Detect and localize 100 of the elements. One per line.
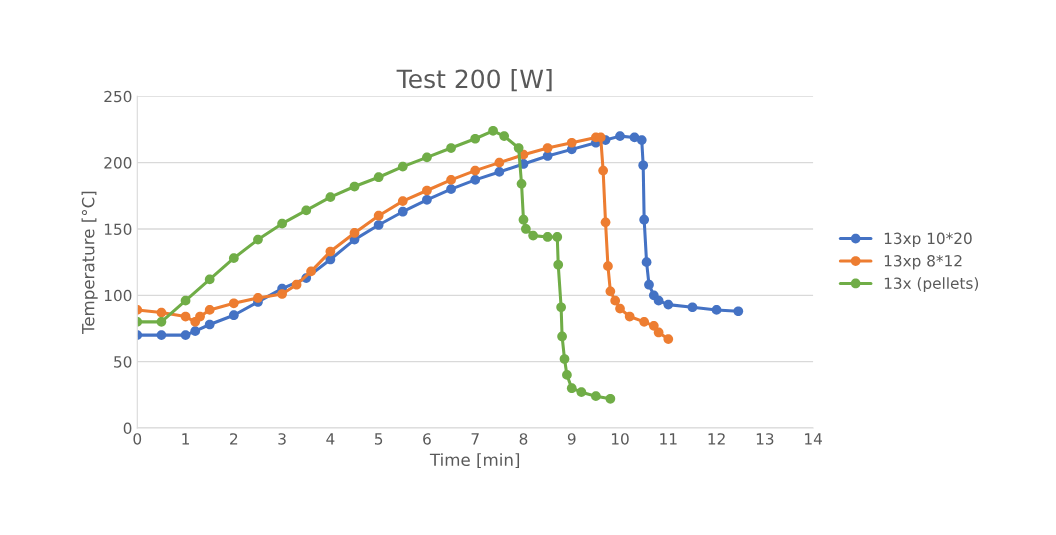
point: [204, 305, 215, 315]
point: [542, 232, 553, 242]
point: [470, 175, 481, 185]
point: [644, 279, 654, 290]
point: [397, 206, 408, 217]
point: [562, 370, 572, 380]
point: [373, 220, 384, 230]
point: [557, 331, 567, 342]
point: [446, 143, 456, 153]
point: [190, 326, 201, 336]
point: [513, 143, 524, 153]
point: [663, 299, 674, 310]
point: [494, 167, 505, 177]
point: [566, 383, 577, 394]
legend-label: 13xp 10*20: [884, 232, 972, 248]
point: [180, 311, 191, 322]
x-tick-label: 2: [230, 433, 238, 445]
point: [552, 232, 563, 242]
point: [600, 217, 611, 228]
point: [397, 161, 408, 172]
point: [277, 218, 287, 229]
point: [422, 185, 432, 196]
y-tick-label: 250: [104, 90, 132, 103]
y-tick-label: 50: [114, 356, 132, 368]
point: [204, 319, 215, 330]
point: [605, 286, 616, 297]
legend-label: 13xp 8*12: [884, 255, 962, 270]
point: [301, 205, 312, 216]
x-axis-title: Time [min]: [429, 453, 520, 469]
point: [228, 253, 239, 264]
x-tick-label: 11: [660, 433, 677, 445]
point: [349, 228, 360, 238]
point: [373, 210, 384, 221]
point: [253, 234, 263, 245]
point: [639, 214, 650, 225]
point: [156, 330, 167, 340]
point: [598, 165, 608, 176]
point: [325, 246, 336, 257]
point: [228, 298, 239, 309]
point: [615, 131, 625, 141]
x-tick-label: 6: [423, 433, 431, 445]
y-tick-label: 100: [104, 289, 132, 302]
x-tick-label: 8: [519, 433, 528, 445]
x-tick-label: 13: [756, 433, 774, 445]
point: [615, 303, 625, 314]
y-tick-label: 150: [104, 223, 132, 235]
point: [687, 302, 698, 313]
point: [610, 295, 621, 306]
point: [180, 295, 191, 306]
point: [156, 307, 167, 318]
point: [566, 137, 577, 148]
point: [204, 274, 215, 285]
point: [641, 257, 652, 268]
point: [518, 214, 529, 225]
point: [636, 135, 647, 145]
point: [180, 330, 191, 340]
point: [325, 192, 336, 202]
point: [653, 295, 664, 306]
point: [639, 316, 650, 327]
point: [422, 152, 432, 163]
x-tick-label: 5: [374, 433, 383, 445]
point: [277, 289, 287, 299]
x-tick-label: 14: [805, 433, 822, 445]
x-tick-label: 7: [471, 433, 479, 445]
point: [373, 172, 384, 183]
point: [499, 131, 510, 141]
point: [638, 160, 649, 171]
x-tick-label: 0: [133, 433, 142, 445]
chart-title: Test 200 [W]: [396, 68, 552, 92]
y-tick-label: 0: [123, 422, 132, 435]
point: [576, 387, 587, 398]
point: [195, 311, 205, 322]
point: [516, 179, 527, 189]
point: [521, 224, 531, 234]
point: [470, 165, 481, 176]
point: [470, 133, 481, 144]
x-tick-label: 4: [326, 433, 335, 445]
point: [397, 196, 408, 206]
x-tick-label: 12: [708, 433, 725, 445]
x-tick-label: 3: [278, 433, 286, 445]
point: [556, 302, 566, 313]
legend-label: 13x (pellets): [884, 277, 979, 292]
point: [488, 125, 498, 136]
point: [446, 184, 456, 195]
point: [653, 327, 664, 338]
point: [648, 320, 659, 331]
y-tick-label: 200: [104, 157, 132, 169]
point: [542, 143, 553, 153]
point: [711, 305, 722, 315]
x-tick-label: 9: [567, 433, 576, 445]
point: [603, 261, 613, 271]
x-tick-label: 10: [611, 433, 629, 445]
point: [559, 354, 570, 364]
point: [349, 181, 360, 192]
point: [253, 293, 263, 303]
point: [528, 230, 538, 241]
point: [553, 259, 564, 270]
x-tick-label: 1: [182, 433, 189, 445]
y-axis-title: Temperature [°C]: [81, 191, 98, 335]
point: [494, 157, 505, 168]
